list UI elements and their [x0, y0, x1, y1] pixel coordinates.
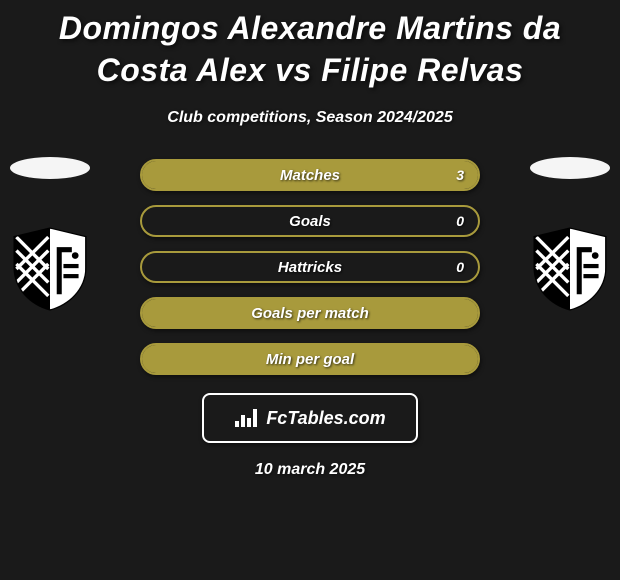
stat-row: Hattricks0 [140, 251, 480, 283]
brand-text: FcTables.com [266, 408, 385, 429]
bar-chart-icon [234, 407, 260, 429]
stat-label: Matches [142, 167, 478, 184]
stat-value: 3 [456, 167, 464, 183]
snapshot-date: 10 march 2025 [0, 461, 620, 479]
stat-row: Matches3 [140, 159, 480, 191]
stat-row: Goals per match [140, 297, 480, 329]
stat-row: Min per goal [140, 343, 480, 375]
stat-value: 0 [456, 259, 464, 275]
stat-label: Goals [142, 213, 478, 230]
shield-icon [8, 227, 92, 311]
player-left-crest [8, 227, 92, 311]
player-left-oval [10, 157, 90, 179]
player-right-crest [528, 227, 612, 311]
comparison-title: Domingos Alexandre Martins da Costa Alex… [0, 0, 620, 91]
player-right-column [520, 159, 620, 311]
comparison-main: Matches3Goals0Hattricks0Goals per matchM… [0, 159, 620, 375]
player-left-column [0, 159, 100, 311]
stat-label: Min per goal [142, 351, 478, 368]
shield-icon [528, 227, 612, 311]
brand-box: FcTables.com [202, 393, 418, 443]
stat-row: Goals0 [140, 205, 480, 237]
stats-list: Matches3Goals0Hattricks0Goals per matchM… [140, 159, 480, 375]
stat-value: 0 [456, 213, 464, 229]
season-subtitle: Club competitions, Season 2024/2025 [0, 109, 620, 127]
stat-label: Hattricks [142, 259, 478, 276]
player-right-oval [530, 157, 610, 179]
stat-label: Goals per match [142, 305, 478, 322]
